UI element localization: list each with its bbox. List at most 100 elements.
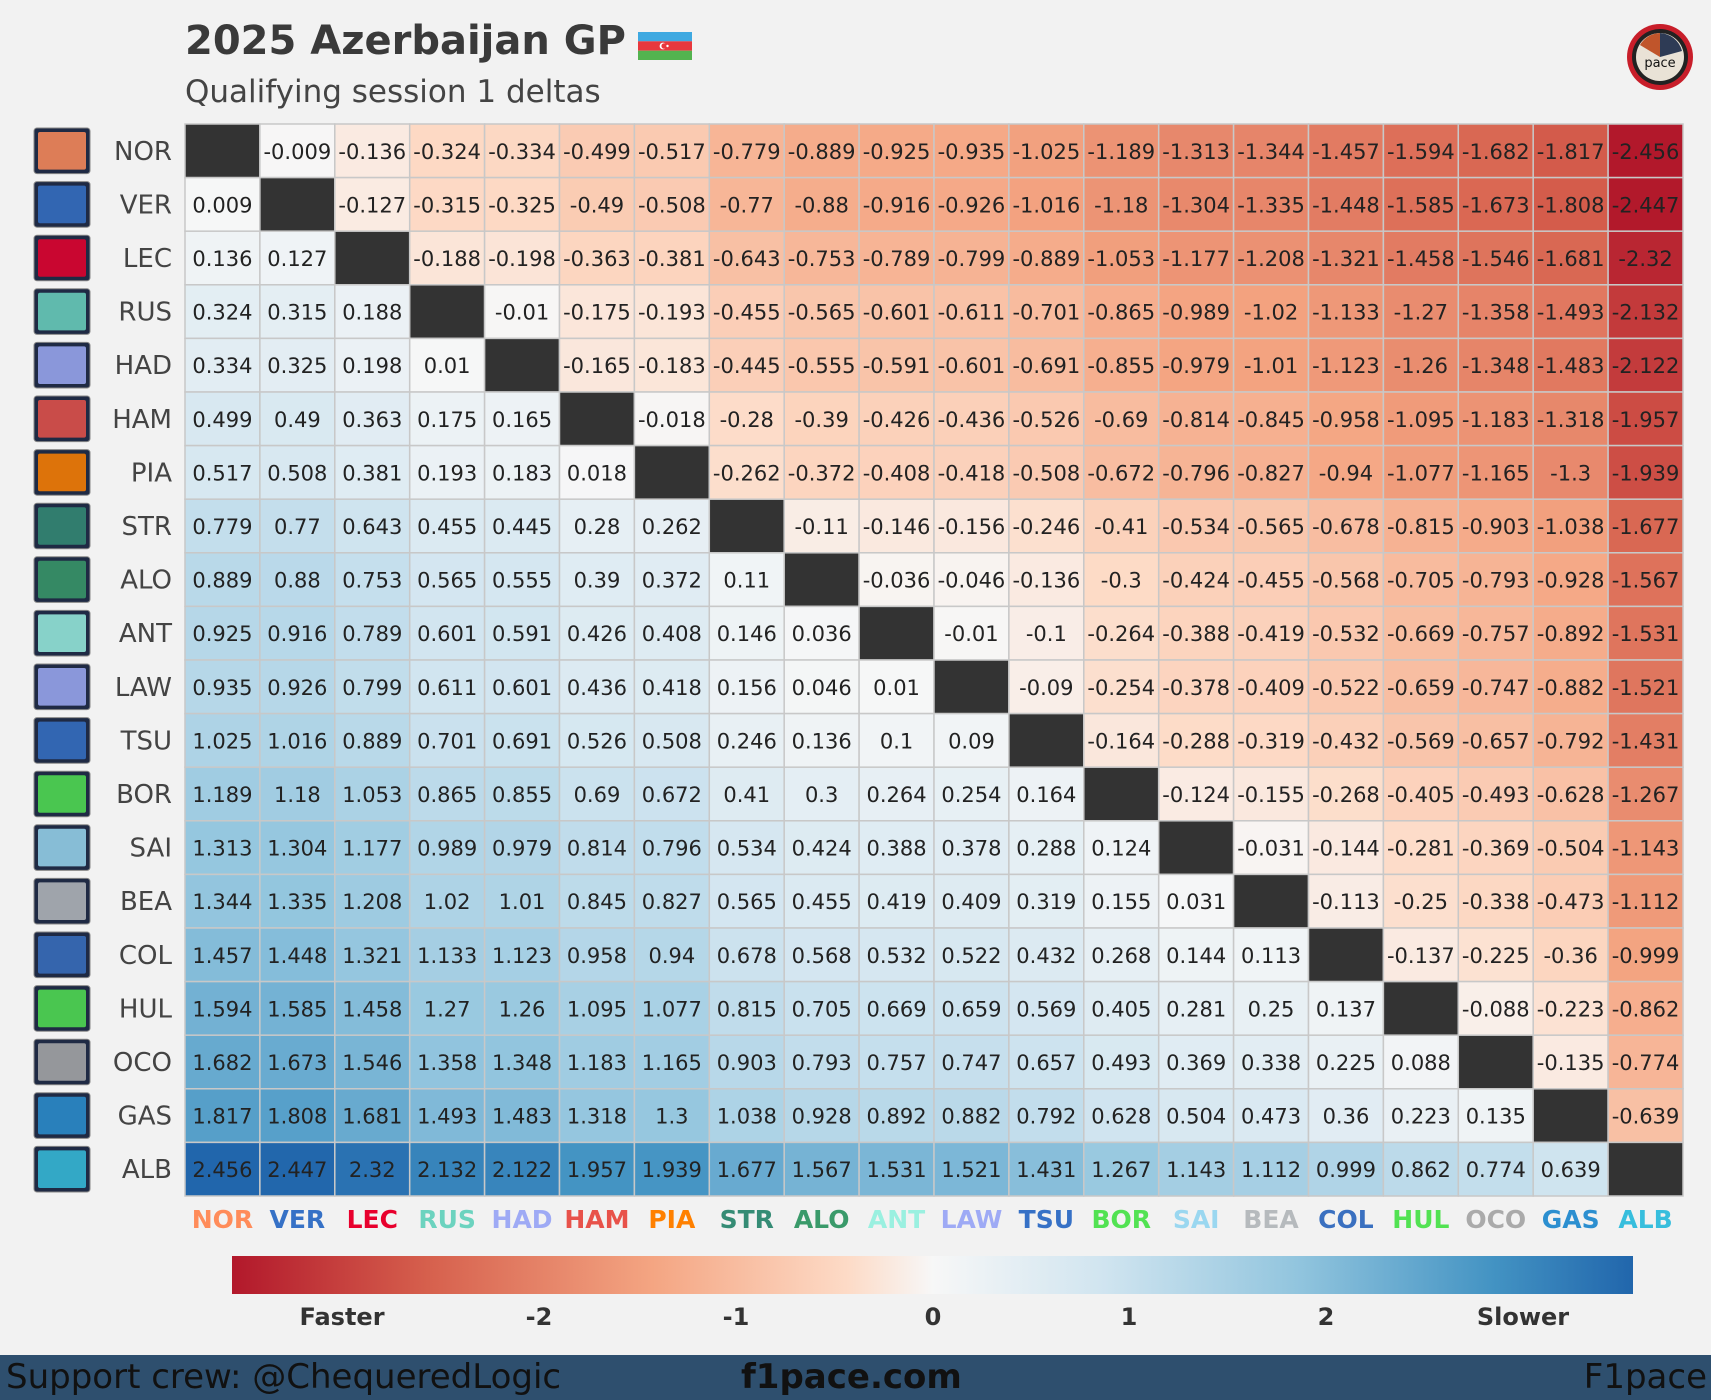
cell: [783, 1141, 860, 1197]
cell-value: 0.338: [1241, 1051, 1301, 1075]
cell-value: 0.779: [192, 515, 252, 539]
cell-value: -2.32: [1618, 247, 1672, 271]
cell: [1008, 820, 1085, 876]
cell: [1382, 444, 1460, 500]
cell-value: -0.845: [1237, 408, 1305, 432]
cell-value: 0.137: [1316, 997, 1376, 1021]
cell: [858, 820, 935, 876]
column-label: STR: [720, 1205, 774, 1234]
cell: [408, 176, 486, 232]
cell-value: 0.565: [717, 890, 777, 914]
cell: [1083, 498, 1160, 554]
cell-value: -1.431: [1612, 729, 1680, 753]
cell-value: 0.669: [866, 997, 926, 1021]
svg-text:pace: pace: [1644, 56, 1675, 71]
cell: [1607, 927, 1684, 983]
cell-value: -0.155: [1237, 783, 1305, 807]
cell-value: 0.774: [1466, 1158, 1526, 1182]
cell: [558, 927, 636, 983]
cell: [1008, 927, 1085, 983]
cell: [184, 605, 261, 661]
cell-value: 0.28: [574, 515, 621, 539]
cell-value: -1.18: [1094, 193, 1148, 217]
cell-value: -1.26: [1394, 354, 1448, 378]
cell: [558, 980, 636, 1036]
cell: [633, 605, 711, 661]
cell-value: -1.808: [1537, 193, 1605, 217]
cell-value: -0.39: [794, 408, 848, 432]
cell: [259, 230, 336, 286]
sauber-team-icon: [33, 770, 91, 818]
cell-value: -0.315: [413, 193, 481, 217]
cell-diagonal: [1307, 927, 1385, 983]
cell-value: 1.133: [417, 944, 477, 968]
cell-value: -0.862: [1612, 997, 1680, 1021]
cell-value: -0.643: [713, 247, 781, 271]
cell: [558, 123, 636, 179]
row-label: NOR: [114, 137, 172, 167]
cell-value: 0.845: [567, 890, 627, 914]
cell-diagonal: [1232, 873, 1310, 929]
cell: [334, 337, 411, 393]
cell-value: 1.267: [1091, 1158, 1151, 1182]
cell: [1457, 712, 1534, 768]
cell: [184, 820, 261, 876]
cell: [783, 605, 860, 661]
footer-bar: Support crew: @ChequeredLogic f1pace.com…: [0, 1355, 1711, 1400]
cell: [633, 391, 711, 447]
cell: [1232, 712, 1310, 768]
cell-value: -2.122: [1612, 354, 1680, 378]
cell: [483, 444, 561, 500]
cell-value: 1.817: [192, 1105, 252, 1129]
cell: [184, 498, 261, 554]
cell-value: -0.796: [1162, 461, 1230, 485]
cell-value: -1.208: [1237, 247, 1305, 271]
cell-value: -0.378: [1162, 676, 1230, 700]
column-label: OCO: [1465, 1205, 1526, 1234]
cell: [1157, 444, 1235, 500]
cell-value: 0.3: [805, 783, 838, 807]
cell: [1607, 1088, 1684, 1144]
cell-diagonal: [334, 230, 411, 286]
colorbar-tick-0: 0: [924, 1303, 942, 1331]
cell: [1382, 820, 1460, 876]
cell-value: 0.36: [1323, 1105, 1370, 1129]
cell-value: 0.925: [192, 622, 252, 646]
cell-value: 0.534: [717, 837, 777, 861]
cell: [1607, 444, 1684, 500]
cell: [1008, 391, 1085, 447]
cell: [1232, 123, 1310, 179]
cell-value: 1.321: [342, 944, 402, 968]
column-label: GAS: [1542, 1205, 1600, 1234]
cell-value: 1.27: [424, 997, 471, 1021]
cell: [1008, 284, 1085, 340]
cell-value: -1.165: [1462, 461, 1530, 485]
cell: [1532, 123, 1609, 179]
cell-value: 0.381: [342, 461, 402, 485]
cell: [708, 284, 785, 340]
cell-value: -0.408: [863, 461, 931, 485]
cell: [259, 391, 336, 447]
cell-diagonal: [858, 605, 935, 661]
cell-value: 0.175: [417, 408, 477, 432]
cell: [1307, 1088, 1385, 1144]
cell: [858, 659, 935, 715]
cell-value: 0.144: [1166, 944, 1226, 968]
cell-value: 0.508: [267, 461, 327, 485]
cell-value: -1.585: [1387, 193, 1455, 217]
cell-value: -2.447: [1612, 193, 1680, 217]
cell-value: 1.189: [192, 783, 252, 807]
cell: [1457, 284, 1534, 340]
cell: [1607, 230, 1684, 286]
cell: [1457, 498, 1534, 554]
cell: [1607, 659, 1684, 715]
cell-value: 1.673: [267, 1051, 327, 1075]
cell-value: -0.705: [1387, 569, 1455, 593]
cell-value: 1.016: [267, 729, 327, 753]
cell-value: 1.448: [267, 944, 327, 968]
cell: [708, 927, 785, 983]
cell: [933, 766, 1010, 822]
ferrari-team-icon: [33, 234, 91, 282]
mercedes-team-icon: [33, 288, 91, 335]
cell: [1232, 284, 1310, 340]
